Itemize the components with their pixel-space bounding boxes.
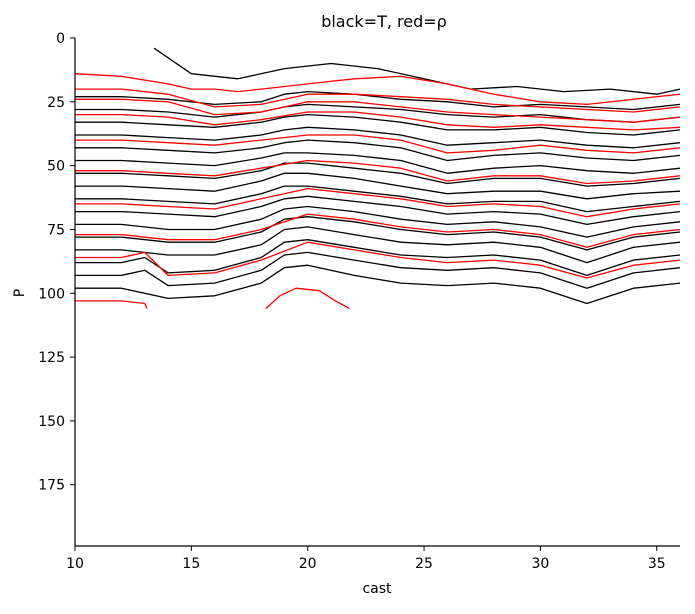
contour-line-0-15 bbox=[75, 251, 681, 289]
y-axis-label: P bbox=[12, 289, 28, 297]
x-axis-label: cast bbox=[362, 581, 392, 597]
contour-line-0-7 bbox=[75, 162, 681, 187]
contour-line-1-8 bbox=[75, 241, 681, 279]
contour-line-0-14 bbox=[75, 239, 681, 277]
contour-line-1-5 bbox=[75, 159, 681, 185]
contour-line-1-10 bbox=[265, 287, 350, 310]
y-tick-label: 75 bbox=[47, 222, 65, 238]
y-axis-ticks: 0 25 50 75 100 125 150 175 bbox=[38, 31, 75, 494]
contour-line-0-13 bbox=[75, 226, 681, 264]
x-axis-ticks: 10 15 20 25 30 35 bbox=[66, 546, 666, 572]
y-tick-label: 25 bbox=[47, 95, 65, 111]
contour-line-1-7 bbox=[75, 213, 681, 248]
contour-line-1-6 bbox=[75, 187, 681, 218]
contour-line-1-2 bbox=[75, 98, 681, 123]
y-tick-label: 150 bbox=[38, 414, 65, 430]
contour-line-0-12 bbox=[75, 216, 681, 251]
contour-line-0-5 bbox=[75, 139, 681, 162]
x-tick-label: 25 bbox=[415, 556, 433, 572]
y-tick-label: 50 bbox=[47, 159, 65, 175]
x-tick-label: 30 bbox=[531, 556, 549, 572]
y-tick-label: 125 bbox=[38, 350, 65, 366]
contour-line-1-1 bbox=[75, 88, 681, 113]
contour-line-0-11 bbox=[75, 205, 681, 238]
contour-line-0-2 bbox=[75, 103, 681, 123]
x-tick-label: 15 bbox=[182, 556, 200, 572]
contour-line-1-4 bbox=[75, 134, 681, 154]
contour-series-1 bbox=[74, 73, 681, 310]
contour-series-0 bbox=[75, 47, 681, 305]
contour-line-1-0 bbox=[74, 73, 681, 106]
contour-line-0-6 bbox=[75, 152, 681, 174]
chart-title: black=T, red=ρ bbox=[321, 12, 447, 31]
x-tick-label: 10 bbox=[66, 556, 84, 572]
y-tick-label: 0 bbox=[56, 31, 65, 47]
x-tick-label: 20 bbox=[299, 556, 317, 572]
contour-line-1-3 bbox=[75, 111, 681, 131]
contour-line-0-4 bbox=[75, 126, 681, 149]
contour-line-0-10 bbox=[75, 195, 681, 226]
contour-line-0-3 bbox=[75, 113, 681, 136]
contour-line-0-0 bbox=[153, 47, 681, 95]
contour-lines bbox=[74, 47, 681, 310]
y-tick-label: 100 bbox=[38, 286, 65, 302]
contour-line-0-9 bbox=[75, 185, 681, 213]
contour-line-0-8 bbox=[75, 172, 681, 200]
contour-line-0-16 bbox=[75, 264, 681, 305]
x-tick-label: 35 bbox=[648, 556, 666, 572]
y-tick-label: 175 bbox=[38, 478, 65, 494]
contour-line-1-9 bbox=[75, 300, 148, 309]
